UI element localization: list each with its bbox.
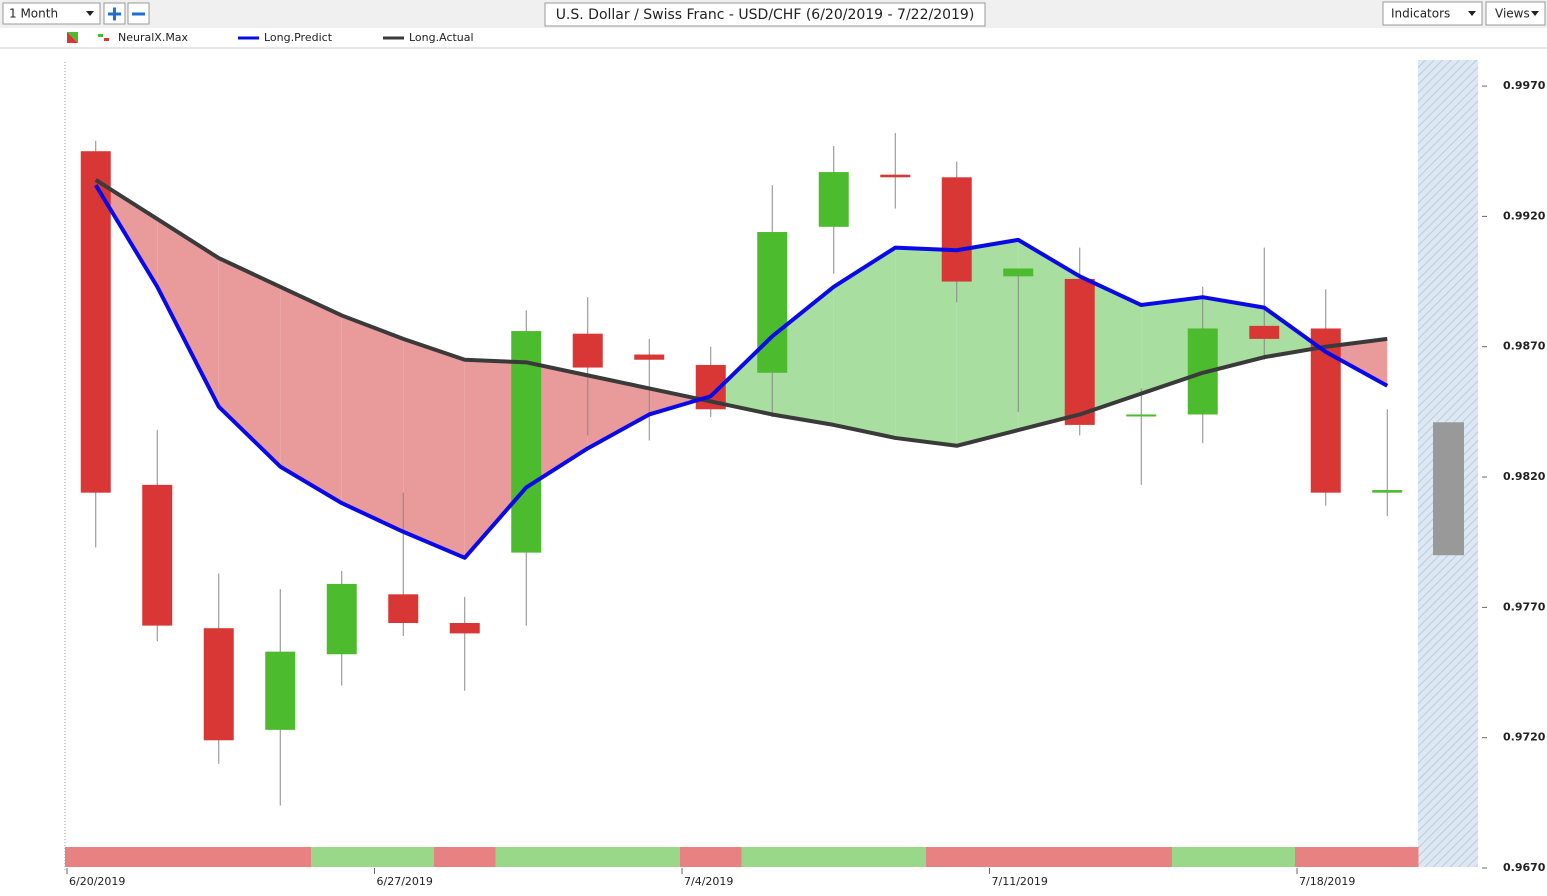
- candle-body: [1064, 278, 1095, 425]
- signal-cell: [557, 847, 619, 867]
- y-tick-label: 0.9820: [1503, 470, 1546, 483]
- spread-fill: [280, 286, 342, 504]
- title-box: [544, 2, 986, 27]
- spread-fill: [895, 247, 957, 446]
- signal-cell: [864, 847, 927, 867]
- line-2: [94, 178, 1388, 448]
- zoom-out-button[interactable]: [127, 2, 150, 25]
- signal-cell: [65, 847, 127, 867]
- x-tick-label: 7/18/2019: [1299, 875, 1355, 888]
- signal-cell: [434, 847, 496, 867]
- spread-fill: [587, 375, 650, 449]
- x-tick-label: 7/11/2019: [992, 875, 1048, 888]
- indicators-menu[interactable]: Indicators: [1382, 1, 1483, 26]
- signal-cell: [188, 847, 250, 867]
- spread-fill: [710, 336, 773, 415]
- candle-body: [142, 484, 173, 626]
- x-tick-label: 6/27/2019: [377, 875, 433, 888]
- signal-cell: [987, 847, 1050, 867]
- spread-fill: [1018, 239, 1080, 431]
- signal-cell: [803, 847, 865, 867]
- candle-body: [1372, 490, 1403, 493]
- candle-body: [818, 172, 849, 227]
- spread-fill: [218, 258, 281, 467]
- x-tick-label: 7/4/2019: [684, 875, 733, 888]
- period-select[interactable]: 1 Month: [2, 2, 101, 25]
- spread-fill: [464, 359, 527, 558]
- x-tick-label: 6/20/2019: [69, 875, 125, 888]
- line-1: [94, 184, 1389, 560]
- indicators-label: Indicators: [1391, 7, 1450, 21]
- y-tick-label: 0.9870: [1503, 340, 1546, 353]
- legend-label: Long.Predict: [264, 31, 333, 44]
- signal-cell: [1233, 847, 1296, 867]
- y-tick-label: 0.9770: [1503, 600, 1546, 613]
- signal-cell: [741, 847, 804, 867]
- signal-cell: [126, 847, 189, 867]
- candle-body: [634, 354, 665, 360]
- signal-cell: [1295, 847, 1357, 867]
- y-tick-label: 0.9670: [1503, 861, 1546, 874]
- spread-fill: [649, 388, 701, 415]
- signal-cell: [1049, 847, 1111, 867]
- signal-cell: [311, 847, 373, 867]
- spread-fill: [956, 239, 1019, 446]
- signal-cell: [495, 847, 558, 867]
- period-label: 1 Month: [9, 7, 58, 21]
- y-tick-label: 0.9720: [1503, 731, 1546, 744]
- spread-fill: [1202, 297, 1265, 373]
- views-label: Views: [1495, 7, 1530, 21]
- legend-candle-icon: [98, 34, 109, 41]
- candle-body: [572, 333, 603, 368]
- signal-cell: [249, 847, 312, 867]
- candle-body: [880, 174, 911, 178]
- candle-body: [326, 583, 357, 655]
- candle-body: [388, 594, 419, 623]
- legend-label: NeuralX.Max: [118, 31, 189, 44]
- candle-body: [511, 331, 542, 553]
- candle-body: [203, 628, 234, 741]
- legend-icon: [67, 32, 78, 43]
- zoom-in-button[interactable]: [103, 2, 126, 25]
- candle-body: [941, 177, 972, 282]
- y-tick-label: 0.9970: [1503, 79, 1546, 92]
- chart-title: U.S. Dollar / Swiss Franc - USD/CHF (6/2…: [556, 7, 975, 23]
- signal-cell: [680, 847, 742, 867]
- candle-body: [449, 622, 480, 634]
- candle-body: [265, 651, 296, 730]
- forecast-bar: [1433, 422, 1464, 556]
- spread-fill: [772, 286, 834, 425]
- legend-label: Long.Actual: [409, 31, 474, 44]
- signal-cell: [1356, 847, 1419, 867]
- spread-fill: [1325, 338, 1388, 386]
- candle-body: [1249, 325, 1280, 339]
- candle-body: [757, 232, 788, 373]
- spread-fill: [1141, 297, 1203, 394]
- spread-fill: [403, 338, 465, 558]
- spread-fill: [833, 247, 896, 438]
- spread-fill: [1079, 276, 1142, 415]
- signal-cell: [1172, 847, 1234, 867]
- candle-body: [1003, 268, 1034, 277]
- signal-cell: [926, 847, 988, 867]
- y-tick-label: 0.9920: [1503, 209, 1546, 222]
- candle-body: [80, 151, 111, 493]
- spread-fill: [341, 315, 404, 532]
- candle-body: [1126, 414, 1157, 417]
- signal-cell: [618, 847, 681, 867]
- signal-cell: [1110, 847, 1173, 867]
- signal-cell: [372, 847, 435, 867]
- spread-fill: [157, 218, 219, 407]
- views-menu[interactable]: Views: [1485, 1, 1546, 26]
